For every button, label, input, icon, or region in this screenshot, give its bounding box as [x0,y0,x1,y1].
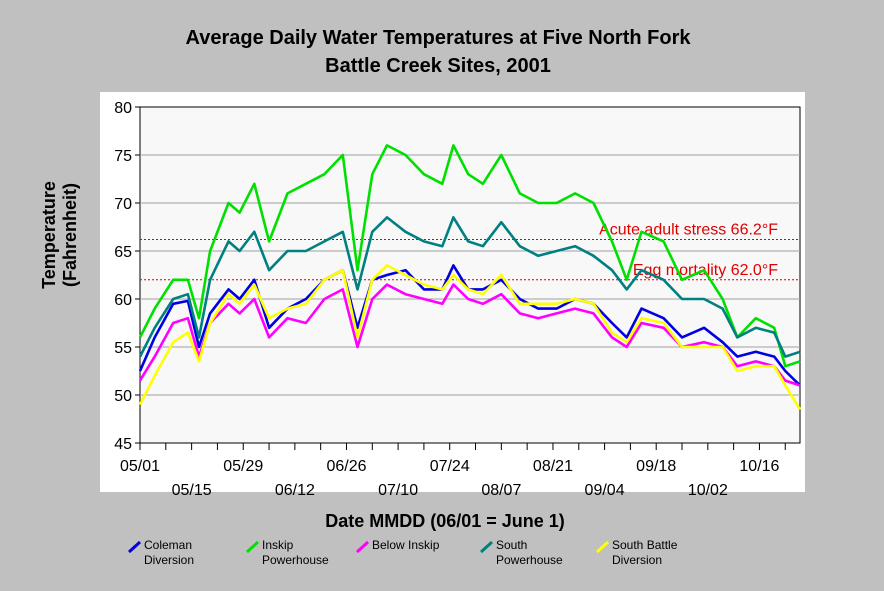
x-tick-label: 08/21 [533,458,573,475]
x-tick-label: 07/10 [378,482,418,499]
y-axis: 45 50 55 60 65 70 75 80 [114,100,140,453]
y-tick-label: 50 [114,388,132,405]
legend-label-line1: South Battle [612,538,678,552]
legend-label-line1: Inskip [262,538,294,552]
x-tick-label: 05/15 [172,482,212,499]
x-tick-label: 10/16 [739,458,779,475]
y-tick-label: 45 [114,436,132,453]
legend-label-line2: Diversion [612,553,663,567]
chart-title-line2: Battle Creek Sites, 2001 [325,55,551,77]
y-tick-label: 80 [114,100,132,117]
series-line [138,264,801,387]
x-tick-label: 10/02 [688,482,728,499]
y-tick-label: 70 [114,196,132,213]
legend-swatch [480,540,494,554]
x-tick-label: 09/18 [636,458,676,475]
x-axis-label: Date MMDD (06/01 = June 1) [325,511,565,531]
y-axis-label-line1: Temperature [39,181,59,289]
x-tick-label: 07/24 [430,458,470,475]
reference-line-label: Acute adult stress 66.2°F [599,221,778,238]
y-axis-label-line2: (Fahrenheit) [60,183,80,287]
x-tick-label: 06/26 [326,458,366,475]
x-tick-label: 06/12 [275,482,315,499]
x-tick-label: 08/07 [481,482,521,499]
series-line [138,144,801,368]
y-tick-label: 60 [114,292,132,309]
y-tick-label: 75 [114,148,132,165]
legend-swatch [356,540,370,554]
legend-label-line1: Below Inskip [372,538,440,552]
legend-label-line2: Diversion [144,553,195,567]
y-tick-label: 55 [114,340,132,357]
chart-title-line1: Average Daily Water Temperatures at Five… [186,27,692,49]
x-tick-label: 09/04 [585,482,625,499]
series-lines [138,144,802,411]
x-tick-label: 05/01 [120,458,160,475]
legend: Coleman Diversion Inskip Powerhouse Below In… [128,538,828,578]
x-tick-label: 05/29 [223,458,263,475]
y-tick-label: 65 [114,244,132,261]
legend-label-line2: Powerhouse [496,553,563,567]
legend-label-line2: Powerhouse [262,553,329,567]
legend-label-line1: South [496,538,528,552]
legend-swatch [596,540,610,554]
series-line [138,264,802,411]
series-line [138,216,801,358]
legend-swatch [246,540,260,554]
series-line [138,283,801,387]
legend-label-line1: Coleman [144,538,193,552]
legend-swatch [128,540,142,554]
x-axis: 05/01 05/29 06/26 07/24 08/21 09/18 10/16 05/15… [120,443,786,499]
